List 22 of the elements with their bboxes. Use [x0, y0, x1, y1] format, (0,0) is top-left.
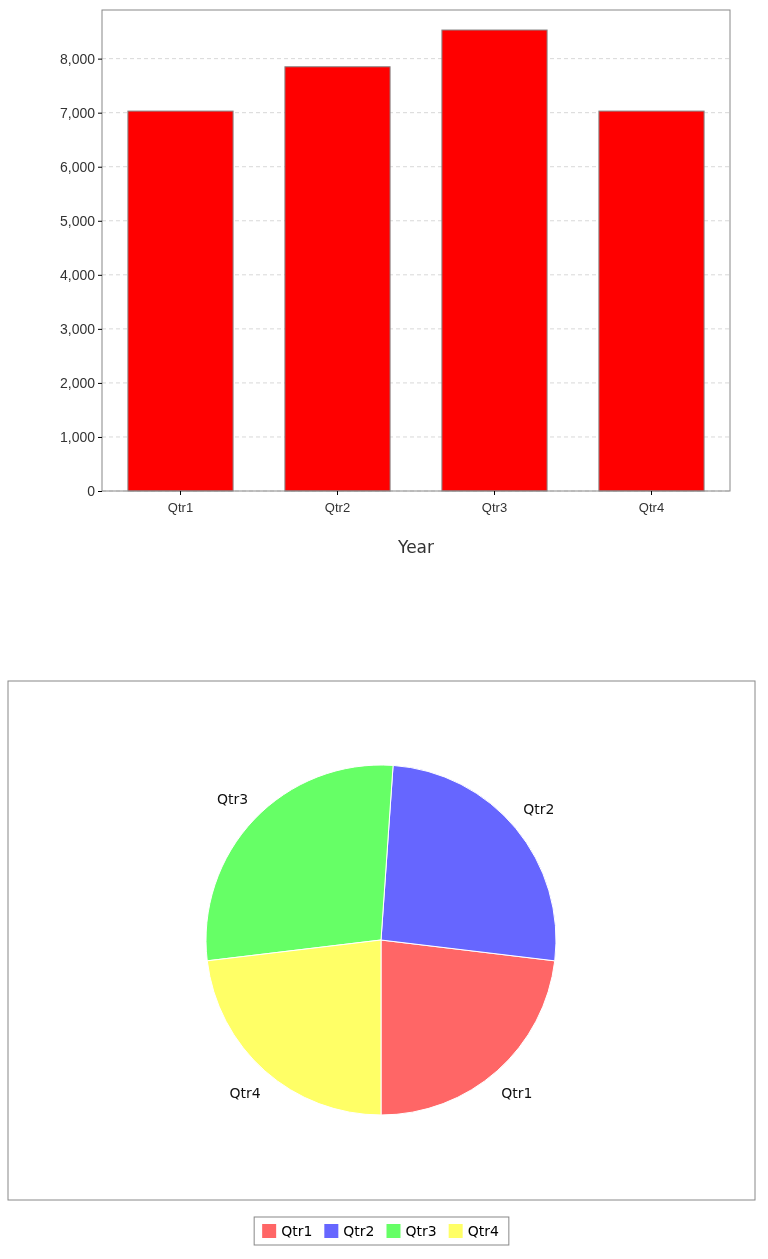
y-tick-label: 2,000 — [59, 374, 96, 391]
x-tick-label: Qtr4 — [638, 500, 665, 516]
slice-label: Qtr1 — [501, 1085, 533, 1102]
x-tick-label: Qtr1 — [167, 500, 194, 516]
y-tick-label: 8,000 — [59, 50, 96, 67]
y-tick-label: 3,000 — [59, 320, 96, 337]
y-tick-label: 0 — [87, 482, 96, 499]
y-tick-label: 6,000 — [59, 158, 96, 175]
slice-label: Qtr3 — [217, 790, 249, 807]
slice-label: Qtr2 — [523, 801, 555, 818]
x-tick-label: Qtr2 — [324, 500, 351, 516]
y-tick-label: 1,000 — [59, 428, 96, 445]
legend-label: Qtr4 — [467, 1222, 499, 1239]
x-axis-title: Year — [397, 537, 434, 557]
legend-label: Qtr2 — [343, 1222, 375, 1239]
y-tick-label: 7,000 — [59, 104, 96, 121]
y-tick-label: 4,000 — [59, 266, 96, 283]
slice-label: Qtr4 — [229, 1085, 261, 1102]
y-tick-label: 5,000 — [59, 212, 96, 229]
x-tick-label: Qtr3 — [481, 500, 508, 516]
legend-label: Qtr1 — [281, 1222, 313, 1239]
legend-label: Qtr3 — [405, 1222, 437, 1239]
